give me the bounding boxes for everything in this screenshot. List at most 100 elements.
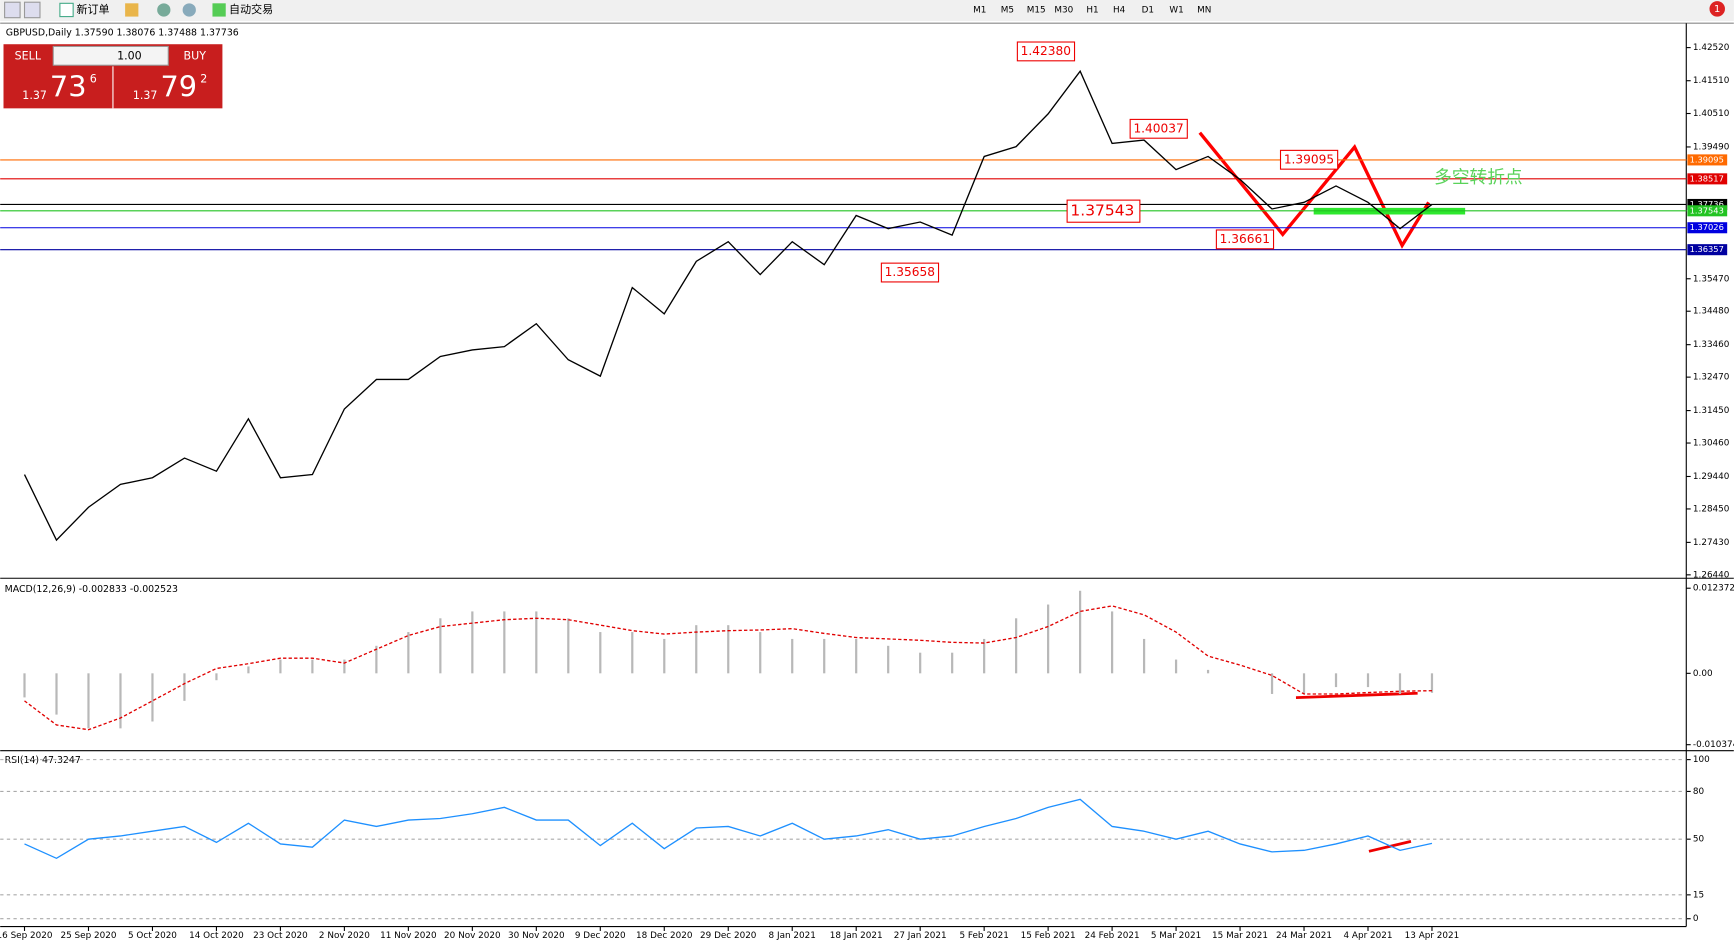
timeframe-button[interactable]: M15 [1027,5,1046,15]
new-order-button[interactable]: 新订单 [76,2,109,16]
annotation-box [880,262,940,283]
macd-bar [599,632,602,674]
annotation: 多空转折点 [1434,167,1522,188]
y-tick-label: 1.26440 [1693,570,1730,580]
annotation-box [1279,149,1339,170]
x-tick-label: 4 Apr 2021 [1344,931,1393,941]
macd-bar [503,611,506,674]
sell-big[interactable]: 1.37 [22,89,47,102]
macd-bar [663,638,666,674]
annotation: 1.39095 [1284,152,1334,166]
annotation: 1.35658 [885,265,935,279]
macd-bar [55,673,58,715]
y-tick-label: 1.39490 [1693,142,1730,152]
price-level-label: 1.37026 [1690,222,1724,232]
y-tick-label: 1.34480 [1693,307,1730,317]
buy-label[interactable]: BUY [184,49,207,62]
icon[interactable] [4,1,21,19]
macd-bar [375,645,378,674]
x-tick-label: 11 Nov 2020 [380,931,437,941]
macd-bar [535,611,538,674]
macd-bar [183,673,186,701]
macd-bar [279,659,282,674]
macd-bar [631,632,634,674]
buy-big[interactable]: 1.37 [133,89,158,102]
x-tick-label: 25 Sep 2020 [61,931,117,941]
price-level-tag [1687,244,1728,256]
y-tick-label: 1.29440 [1693,472,1730,482]
sell-main[interactable]: 73 [50,69,87,103]
price-level-label: 1.37736 [1690,199,1724,209]
macd-bar [695,625,698,674]
lot-input[interactable] [52,45,169,66]
y-tick-label: -0.010374 [1693,740,1734,750]
macd-bar [855,638,858,674]
y-tick-label: 1.42520 [1693,43,1730,53]
timeframe-button[interactable]: D1 [1142,5,1154,15]
rsi-line [24,798,1433,860]
icon[interactable] [182,3,196,17]
x-tick-label: 20 Nov 2020 [444,931,501,941]
rsi-title: RSI(14) 47.3247 [5,755,81,766]
timeframe-button[interactable]: M30 [1054,5,1073,15]
chart-title: GBPUSD,Daily 1.37590 1.38076 1.37488 1.3… [6,28,239,39]
icon[interactable] [157,3,171,17]
y-tick-label: 0.012372 [1693,584,1734,594]
x-tick-label: 30 Nov 2020 [508,931,565,941]
macd-bar [919,652,922,674]
annotation: 1.37543 [1070,202,1134,220]
sell-label[interactable]: SELL [15,49,42,62]
price-level-tag [1687,222,1728,234]
icon[interactable] [125,3,139,17]
macd-bar [1302,673,1306,694]
macd-bar [1398,673,1402,694]
macd-bar [1174,659,1178,674]
annotation: 1.36661 [1220,232,1270,246]
macd-bar [407,632,410,674]
x-tick-label: 5 Feb 2021 [959,931,1008,941]
notification-count[interactable]: 1 [1714,4,1720,15]
x-tick-label: 29 Dec 2020 [700,931,757,941]
macd-bar [727,625,730,674]
notification-badge[interactable] [1709,1,1725,17]
auto-trade-icon[interactable] [212,3,226,17]
macd-bar [791,638,794,674]
timeframe-button[interactable]: H1 [1086,5,1098,15]
y-tick-label: 0.00 [1693,669,1713,679]
macd-bar [119,673,122,729]
macd-bar [567,618,570,674]
toolbar [0,0,1734,22]
macd-bar [87,673,90,729]
buy-main[interactable]: 79 [161,69,198,103]
annotation-box [1215,229,1275,250]
y-tick-label: 1.32470 [1693,373,1730,383]
timeframe-button[interactable]: M5 [1001,5,1014,15]
x-tick-label: 8 Jan 2021 [769,931,816,941]
price-level-tag [1687,205,1728,217]
lot-value[interactable]: 1.00 [117,49,142,62]
buy-sup[interactable]: 2 [200,73,207,86]
auto-trade-button[interactable]: 自动交易 [229,2,273,16]
timeframe-button[interactable]: W1 [1169,5,1183,15]
annotation-box [1129,118,1188,139]
macd-bar [1430,673,1434,693]
price-level-tag [1687,173,1728,185]
x-tick-label: 15 Mar 2021 [1212,931,1268,941]
y-tick-label: 100 [1693,755,1710,765]
timeframe-button[interactable]: M1 [973,5,986,15]
macd-bar [887,645,890,674]
sell-sup[interactable]: 6 [90,73,97,86]
y-tick-label: 1.33460 [1693,340,1730,350]
macd-bar [1047,604,1050,674]
x-tick-label: 18 Jan 2021 [830,931,883,941]
y-tick-label: 1.30460 [1693,439,1730,449]
macd-bar [247,666,250,674]
icon[interactable] [23,1,41,19]
macd-bar [1366,673,1370,688]
price-level-label: 1.38517 [1690,173,1724,183]
price-level-label: 1.39095 [1690,154,1724,164]
timeframe-button[interactable]: H4 [1113,5,1126,15]
timeframe-button[interactable]: MN [1197,5,1211,15]
new-order-icon[interactable] [59,2,74,18]
